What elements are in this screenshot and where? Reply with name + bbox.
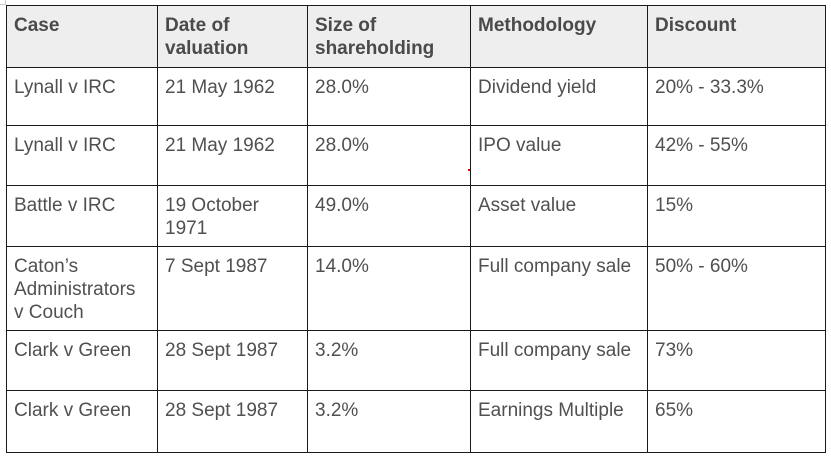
cell-case: Battle v IRC [6,185,158,247]
cell-methodology: IPO value [470,125,648,186]
cell-methodology: Full company sale [470,330,648,391]
cell-shareholding: 3.2% [307,330,471,391]
cell-date: 7 Sept 1987 [157,246,308,331]
cell-date: 19 October 1971 [157,185,308,247]
table-row: Clark v Green 28 Sept 1987 3.2% Earnings… [6,390,826,453]
cell-shareholding: 28.0% [307,125,471,186]
cell-case: Caton’s Administrators v Couch [6,246,158,331]
cell-date: 28 Sept 1987 [157,330,308,391]
table-row: Clark v Green 28 Sept 1987 3.2% Full com… [6,330,826,391]
cell-shareholding: 49.0% [307,185,471,247]
header-case: Case [6,5,158,68]
header-row: Case Date of valuation Size of sharehold… [6,5,826,68]
cell-discount: 73% [647,330,826,391]
stray-red-mark [468,169,470,171]
valuation-discount-table: Case Date of valuation Size of sharehold… [6,5,826,453]
table-row: Lynall v IRC 21 May 1962 28.0% Dividend … [6,67,826,126]
cell-case: Clark v Green [6,390,158,453]
cell-methodology: Earnings Multiple [470,390,648,453]
cell-discount: 20% - 33.3% [647,67,826,126]
cell-discount: 15% [647,185,826,247]
header-discount: Discount [647,5,826,68]
cell-case: Lynall v IRC [6,125,158,186]
cell-discount: 50% - 60% [647,246,826,331]
cell-case: Lynall v IRC [6,67,158,126]
table-row: Lynall v IRC 21 May 1962 28.0% IPO value… [6,125,826,186]
cell-case: Clark v Green [6,330,158,391]
cell-discount: 42% - 55% [647,125,826,186]
corner-mark [0,0,6,5]
table-row: Caton’s Administrators v Couch 7 Sept 19… [6,246,826,331]
cell-methodology: Asset value [470,185,648,247]
cell-methodology: Full company sale [470,246,648,331]
header-size-of-shareholding: Size of shareholding [307,5,471,68]
header-date-of-valuation: Date of valuation [157,5,308,68]
cell-date: 21 May 1962 [157,67,308,126]
cell-methodology: Dividend yield [470,67,648,126]
cell-shareholding: 14.0% [307,246,471,331]
table-row: Battle v IRC 19 October 1971 49.0% Asset… [6,185,826,247]
cell-date: 21 May 1962 [157,125,308,186]
cell-shareholding: 3.2% [307,390,471,453]
cell-date: 28 Sept 1987 [157,390,308,453]
cell-discount: 65% [647,390,826,453]
cell-shareholding: 28.0% [307,67,471,126]
header-methodology: Methodology [470,5,648,68]
